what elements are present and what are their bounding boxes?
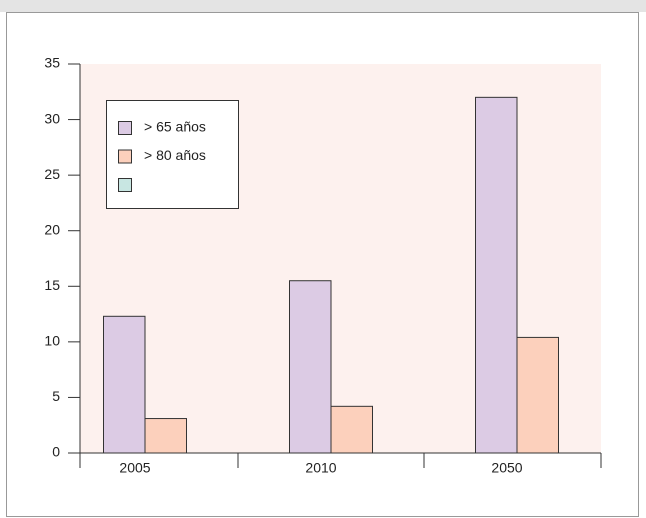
- x-tick-label: 2010: [305, 460, 336, 476]
- y-tick-label: 30: [44, 110, 60, 126]
- y-tick-label: 15: [44, 277, 60, 293]
- y-tick-label: 20: [44, 221, 60, 237]
- legend-swatch: [118, 178, 132, 192]
- x-tick-label: 2005: [119, 460, 150, 476]
- y-tick-label: 35: [44, 55, 60, 71]
- bar: [144, 418, 187, 454]
- bar: [475, 96, 518, 454]
- bar: [516, 336, 559, 454]
- x-tick-label: 2050: [491, 460, 522, 476]
- legend-swatch: [118, 149, 132, 164]
- y-tick-label: 25: [44, 166, 60, 182]
- bar: [330, 405, 373, 454]
- y-tick-label: 10: [44, 333, 60, 349]
- legend-label: > 65 años: [144, 119, 206, 135]
- bar: [103, 315, 146, 454]
- top-band: [0, 0, 646, 12]
- bar: [289, 280, 332, 454]
- legend-swatch: [118, 121, 132, 135]
- y-tick-label: 0: [52, 444, 60, 460]
- y-tick-label: 5: [52, 388, 60, 404]
- legend-label: > 80 años: [144, 147, 206, 163]
